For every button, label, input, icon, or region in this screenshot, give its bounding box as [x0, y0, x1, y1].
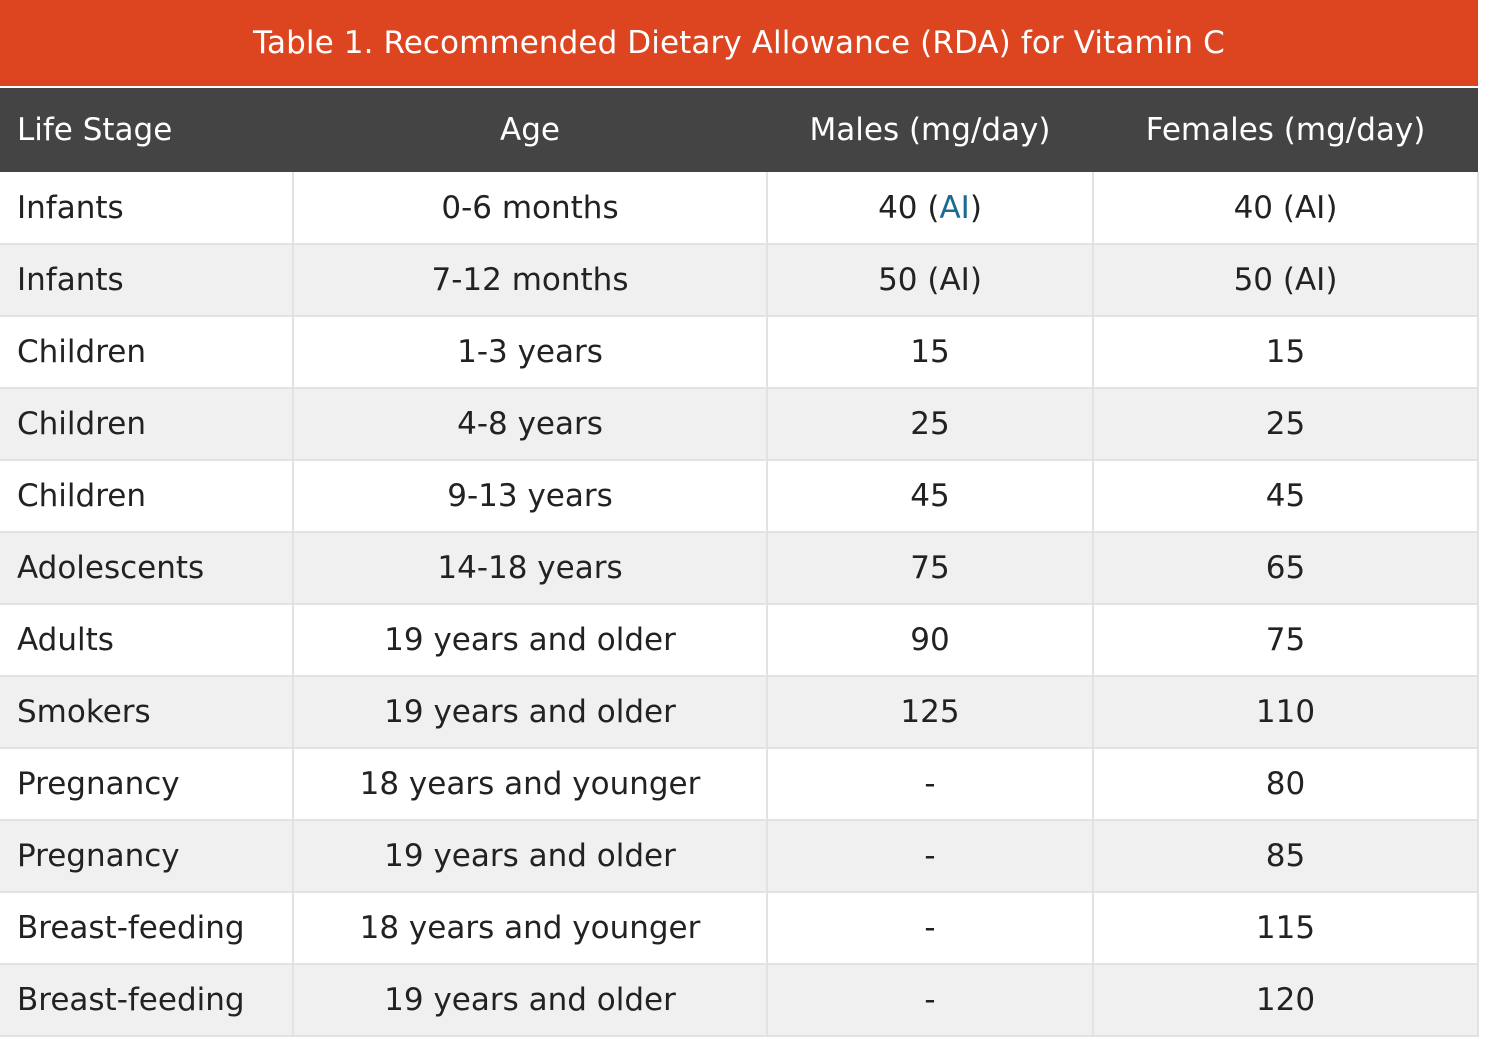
cell-males: 75 — [767, 532, 1094, 605]
cell-life-stage: Smokers — [0, 676, 294, 749]
cell-age: 19 years and older — [293, 964, 768, 1037]
cell-age: 18 years and younger — [293, 892, 768, 965]
rda-table: Life Stage Age Males (mg/day) Females (m… — [0, 88, 1479, 1037]
cell-females: 40 (AI) — [1093, 172, 1479, 245]
table-row: Children 9-13 years 45 45 — [0, 460, 1479, 533]
cell-males: 45 — [767, 460, 1094, 533]
cell-females: 15 — [1093, 316, 1479, 389]
cell-life-stage: Infants — [0, 244, 294, 317]
ai-link[interactable]: AI — [939, 189, 970, 226]
cell-females: 25 — [1093, 388, 1479, 461]
cell-females: 120 — [1093, 964, 1479, 1037]
cell-life-stage: Children — [0, 460, 294, 533]
header-females: Females (mg/day) — [1145, 112, 1426, 148]
table-row: Children 1-3 years 15 15 — [0, 316, 1479, 389]
paren-open: ( — [917, 189, 940, 226]
cell-females: 75 — [1093, 604, 1479, 677]
table-row: Breast-feeding 19 years and older -120 — [0, 964, 1479, 1037]
cell-males: - — [767, 964, 1094, 1037]
cell-females: 65 — [1093, 532, 1479, 605]
cell-life-stage: Pregnancy — [0, 748, 294, 821]
cell-males: 125 — [767, 676, 1094, 749]
cell-age: 19 years and older — [293, 604, 768, 677]
paren-close: ) — [969, 189, 982, 226]
males-value: 40 — [878, 189, 918, 226]
cell-age: 1-3 years — [293, 316, 768, 389]
cell-males: 40 (AI) — [767, 172, 1094, 245]
cell-males: 25 — [767, 388, 1094, 461]
cell-life-stage: Children — [0, 316, 294, 389]
table-row: Pregnancy 19 years and older -85 — [0, 820, 1479, 893]
cell-age: 19 years and older — [293, 676, 768, 749]
table-body: Infants 0-6 months 40 (AI) 40 (AI) Infan… — [0, 172, 1479, 1037]
cell-life-stage: Breast-feeding — [0, 964, 294, 1037]
cell-age: 7-12 months — [293, 244, 768, 317]
cell-life-stage: Pregnancy — [0, 820, 294, 893]
table-row: Children 4-8 years 25 25 — [0, 388, 1479, 461]
cell-life-stage: Adolescents — [0, 532, 294, 605]
header-age: Age — [500, 112, 560, 148]
cell-females: 110 — [1093, 676, 1479, 749]
cell-males: - — [767, 820, 1094, 893]
table-row: Adolescents 14-18 years 75 65 — [0, 532, 1479, 605]
cell-males: 90 — [767, 604, 1094, 677]
cell-females: 85 — [1093, 820, 1479, 893]
cell-age: 0-6 months — [293, 172, 768, 245]
cell-males: 15 — [767, 316, 1094, 389]
header-row: Life Stage Age Males (mg/day) Females (m… — [0, 88, 1478, 172]
table-row: Infants 7-12 months 50 (AI) 50 (AI) — [0, 244, 1479, 317]
cell-males: 50 (AI) — [767, 244, 1094, 317]
cell-age: 14-18 years — [293, 532, 768, 605]
cell-age: 19 years and older — [293, 820, 768, 893]
table-row: Pregnancy 18 years and younger -80 — [0, 748, 1479, 821]
cell-females: 80 — [1093, 748, 1479, 821]
cell-age: 18 years and younger — [293, 748, 768, 821]
table-header: Life Stage Age Males (mg/day) Females (m… — [0, 88, 1478, 172]
cell-life-stage: Breast-feeding — [0, 892, 294, 965]
cell-life-stage: Children — [0, 388, 294, 461]
cell-males: - — [767, 748, 1094, 821]
table-row: Adults 19 years and older 90 75 — [0, 604, 1479, 677]
cell-life-stage: Adults — [0, 604, 294, 677]
cell-females: 50 (AI) — [1093, 244, 1479, 317]
header-life-stage: Life Stage — [17, 112, 173, 148]
table-caption: Table 1. Recommended Dietary Allowance (… — [0, 0, 1478, 86]
cell-females: 45 — [1093, 460, 1479, 533]
cell-males: - — [767, 892, 1094, 965]
header-males: Males (mg/day) — [809, 112, 1051, 148]
cell-age: 9-13 years — [293, 460, 768, 533]
cell-age: 4-8 years — [293, 388, 768, 461]
table-row: Smokers 19 years and older 125 110 — [0, 676, 1479, 749]
cell-life-stage: Infants — [0, 172, 294, 245]
cell-females: 115 — [1093, 892, 1479, 965]
caption-divider — [0, 86, 1478, 88]
table-row: Breast-feeding 18 years and younger -115 — [0, 892, 1479, 965]
table-row: Infants 0-6 months 40 (AI) 40 (AI) — [0, 172, 1479, 245]
